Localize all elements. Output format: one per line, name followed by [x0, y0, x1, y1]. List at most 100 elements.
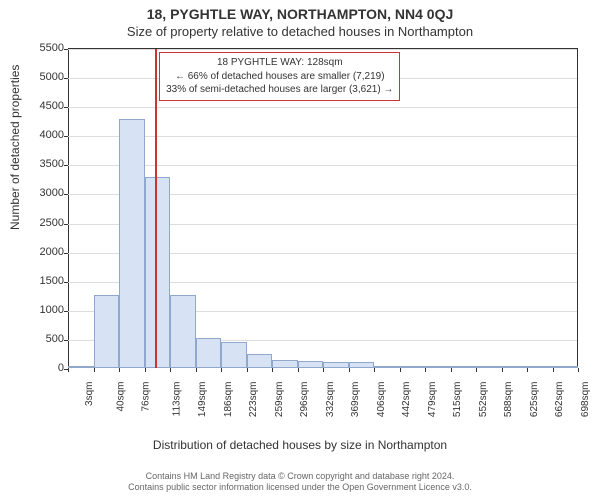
bar — [94, 295, 120, 368]
x-axis-label: Distribution of detached houses by size … — [0, 438, 600, 452]
callout-line: 33% of semi-detached houses are larger (… — [166, 83, 393, 97]
bar — [298, 361, 324, 368]
xtick-mark — [425, 368, 426, 372]
xtick-mark — [374, 368, 375, 372]
marker-line — [155, 49, 157, 368]
xtick-mark — [400, 368, 401, 372]
xtick-label: 149sqm — [197, 382, 208, 418]
gridline — [68, 107, 577, 108]
xtick-label: 332sqm — [325, 382, 336, 418]
ytick-mark — [64, 340, 68, 341]
ytick-label: 1000 — [14, 304, 64, 316]
ytick-label: 4000 — [14, 129, 64, 141]
xtick-label: 662sqm — [554, 382, 565, 418]
title-main: 18, PYGHTLE WAY, NORTHAMPTON, NN4 0QJ — [0, 6, 600, 22]
ytick-label: 4500 — [14, 100, 64, 112]
xtick-mark — [170, 368, 171, 372]
xtick-label: 223sqm — [248, 382, 259, 418]
bar — [553, 366, 579, 368]
bar — [221, 342, 247, 368]
title-sub: Size of property relative to detached ho… — [0, 24, 600, 39]
ytick-label: 0 — [14, 362, 64, 374]
ytick-label: 2500 — [14, 217, 64, 229]
callout-line: ← 66% of detached houses are smaller (7,… — [166, 70, 393, 84]
xtick-mark — [349, 368, 350, 372]
ytick-mark — [64, 49, 68, 50]
xtick-mark — [94, 368, 95, 372]
ytick-label: 5500 — [14, 42, 64, 54]
xtick-label: 296sqm — [299, 382, 310, 418]
xtick-mark — [221, 368, 222, 372]
xtick-label: 3sqm — [84, 382, 95, 406]
bar — [374, 366, 400, 368]
xtick-label: 259sqm — [274, 382, 285, 418]
chart-container: 18, PYGHTLE WAY, NORTHAMPTON, NN4 0QJ Si… — [0, 0, 600, 500]
bar — [502, 366, 528, 368]
xtick-label: 479sqm — [427, 382, 438, 418]
callout-line: 18 PYGHTLE WAY: 128sqm — [166, 56, 393, 70]
xtick-label: 40sqm — [115, 382, 126, 412]
xtick-mark — [578, 368, 579, 372]
xtick-mark — [119, 368, 120, 372]
bar — [323, 362, 349, 368]
ytick-mark — [64, 282, 68, 283]
ytick-mark — [64, 107, 68, 108]
xtick-label: 442sqm — [401, 382, 412, 418]
ytick-mark — [64, 78, 68, 79]
ytick-label: 2000 — [14, 246, 64, 258]
xtick-mark — [553, 368, 554, 372]
xtick-label: 625sqm — [529, 382, 540, 418]
bar — [425, 366, 451, 368]
xtick-label: 698sqm — [580, 382, 591, 418]
ytick-label: 3500 — [14, 158, 64, 170]
xtick-mark — [527, 368, 528, 372]
ytick-label: 5000 — [14, 71, 64, 83]
callout-box: 18 PYGHTLE WAY: 128sqm← 66% of detached … — [159, 52, 400, 101]
gridline — [68, 49, 577, 50]
xtick-mark — [451, 368, 452, 372]
xtick-mark — [476, 368, 477, 372]
ytick-mark — [64, 136, 68, 137]
y-axis-line — [68, 49, 69, 368]
bar — [145, 177, 171, 368]
xtick-label: 113sqm — [171, 382, 182, 417]
xtick-mark — [145, 368, 146, 372]
xtick-label: 369sqm — [350, 382, 361, 418]
bar — [247, 354, 273, 368]
ytick-mark — [64, 253, 68, 254]
bar — [272, 360, 298, 368]
xtick-label: 186sqm — [223, 382, 234, 418]
bar — [349, 362, 375, 368]
bar — [68, 366, 94, 368]
bar — [527, 366, 553, 368]
footer-line2: Contains public sector information licen… — [0, 482, 600, 494]
ytick-mark — [64, 311, 68, 312]
xtick-mark — [196, 368, 197, 372]
xtick-mark — [68, 368, 69, 372]
footer: Contains HM Land Registry data © Crown c… — [0, 471, 600, 494]
ytick-label: 3000 — [14, 187, 64, 199]
xtick-label: 588sqm — [503, 382, 514, 418]
ytick-mark — [64, 165, 68, 166]
xtick-mark — [298, 368, 299, 372]
xtick-label: 515sqm — [452, 382, 463, 418]
bar — [196, 338, 222, 368]
bar — [451, 366, 477, 368]
xtick-mark — [272, 368, 273, 372]
bar — [400, 366, 426, 368]
ytick-mark — [64, 224, 68, 225]
bar — [170, 295, 196, 368]
xtick-mark — [323, 368, 324, 372]
xtick-label: 552sqm — [478, 382, 489, 418]
ytick-mark — [64, 194, 68, 195]
footer-line1: Contains HM Land Registry data © Crown c… — [0, 471, 600, 483]
xtick-label: 406sqm — [376, 382, 387, 418]
ytick-label: 1500 — [14, 275, 64, 287]
bar — [119, 119, 145, 368]
xtick-mark — [502, 368, 503, 372]
bar — [476, 366, 502, 368]
y-axis-label: Number of detached properties — [8, 65, 22, 230]
xtick-mark — [247, 368, 248, 372]
xtick-label: 76sqm — [141, 382, 152, 412]
ytick-label: 500 — [14, 333, 64, 345]
